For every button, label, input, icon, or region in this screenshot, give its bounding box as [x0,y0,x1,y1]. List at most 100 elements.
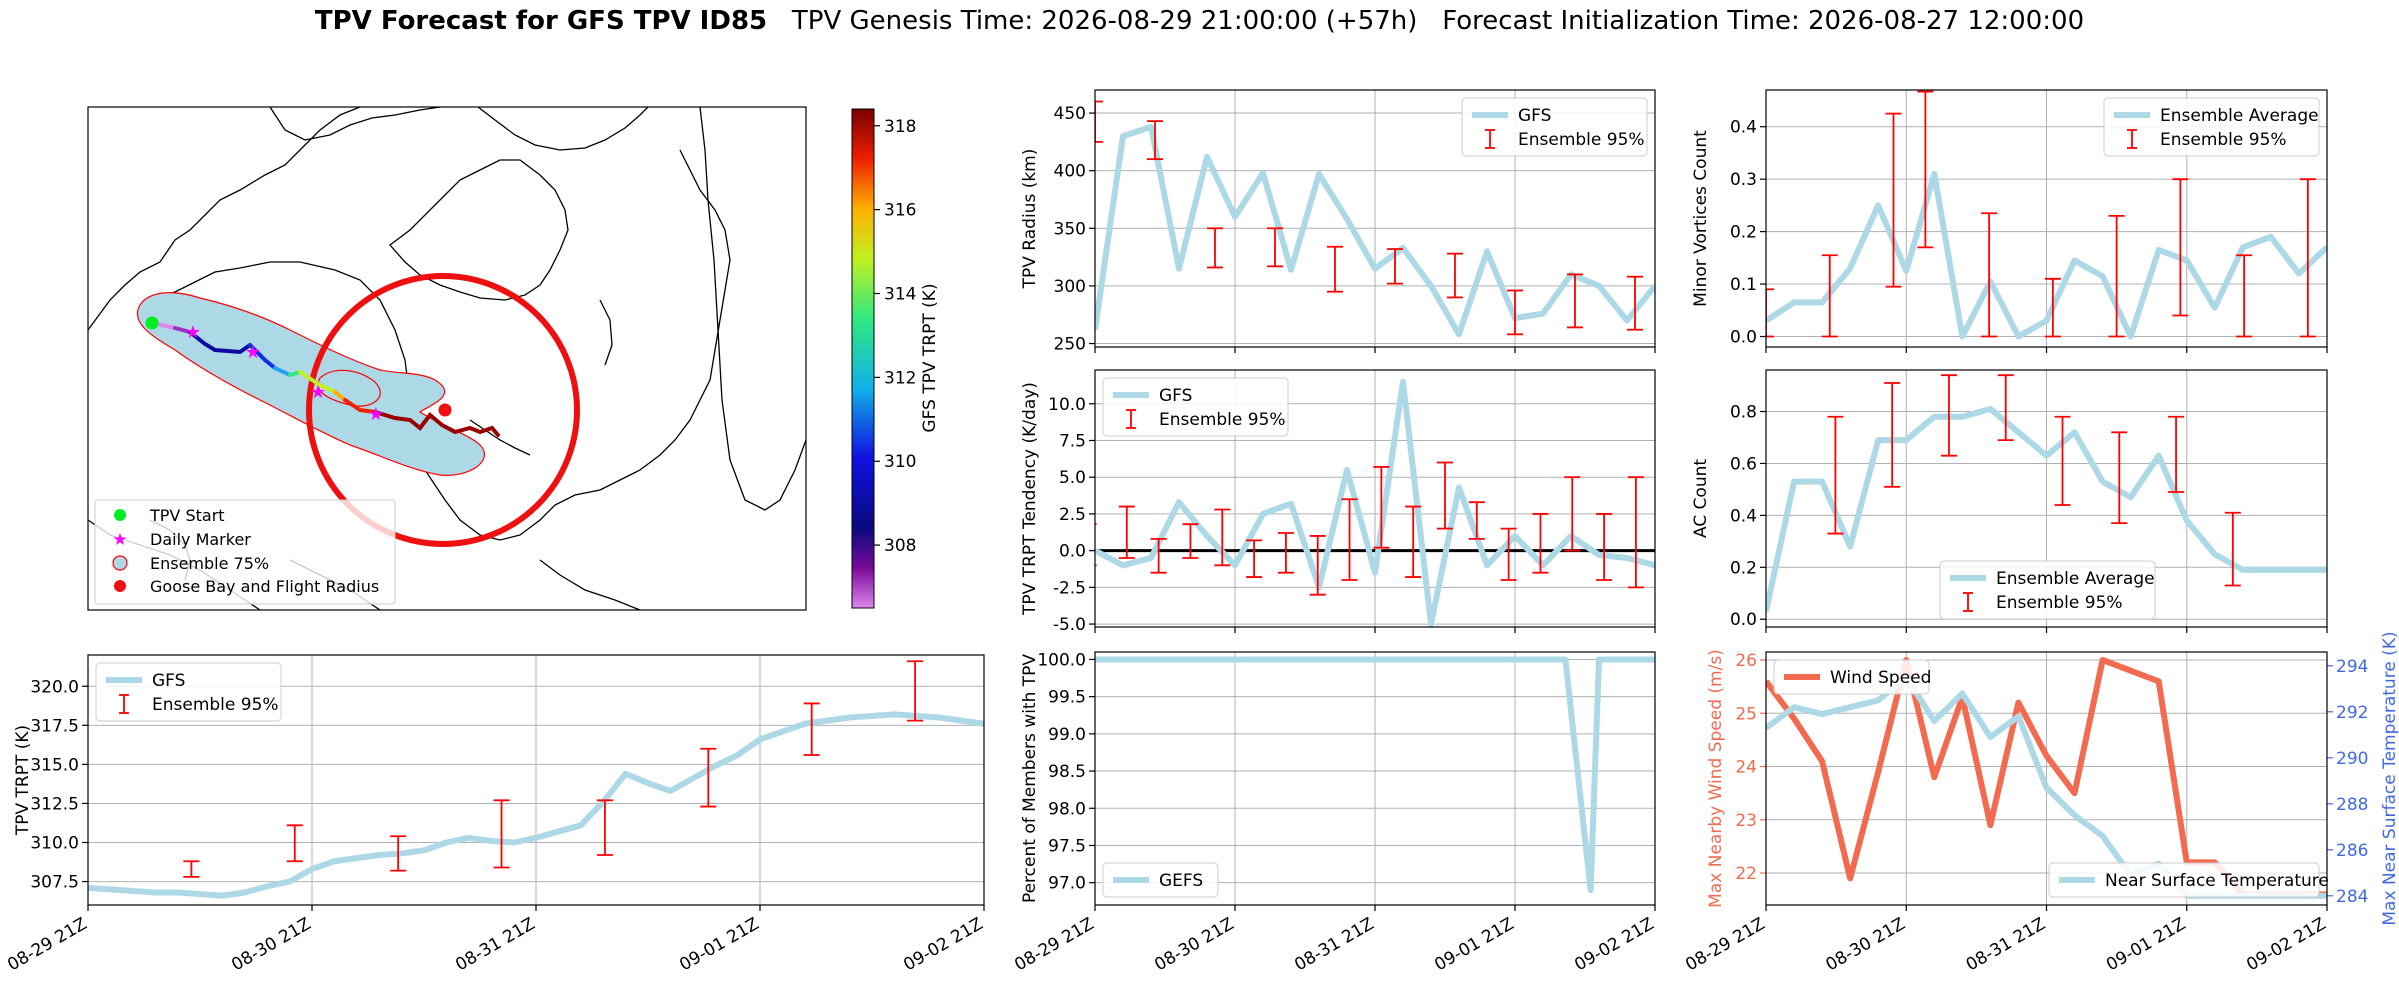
xtick-label-trpt-0: 08-29 21Z [4,914,90,975]
errorbar [1827,415,1844,535]
legend-label-ac-0: Ensemble Average [1996,569,2155,589]
errorbar [1277,532,1294,574]
legend-goosebay-marker [114,580,126,592]
legend-box [1102,377,1289,437]
xticks-trpt: 08-29 21Z 08-30 21Z 08-31 21Z 09-01 21Z 09-0… [4,905,987,975]
ytick2-label-5: 294 [2336,657,2368,677]
legend-ens75-marker [112,555,128,571]
ytick-label-percent-2: 98.0 [1048,799,1086,819]
ytick-label-percent-0: 97.0 [1048,874,1086,894]
xtick-label-trpt-2: 08-31 21Z [452,914,538,975]
ytick-label-tendency-0: -5.0 [1053,615,1086,635]
xtick-label-wind-0: 08-29 21Z [1682,914,1768,975]
frame-minor [1765,89,2328,348]
xticks-percent: 08-29 21Z 08-30 21Z 08-31 21Z 09-01 21Z 09-0… [1011,905,1658,975]
xticks-minor [1765,347,2328,353]
ylabel-radius: TPV Radius (km) [1020,149,1040,290]
errorbar [1373,466,1390,549]
errorbar [2224,511,2241,587]
legend-label-radius-0: GFS [1518,106,1551,126]
colorbar-tick-label-2: 312 [884,368,916,388]
svg-text:★: ★ [245,342,261,363]
colorbar-tick-label-4: 316 [884,201,916,221]
plot-ac [1766,374,2327,613]
errorbar [1532,513,1549,574]
ytick-label-wind-1: 23 [1735,811,1757,831]
svg-text:★: ★ [310,382,326,403]
xtick-label-percent-1: 08-30 21Z [1151,914,1237,975]
legend-goosebay-label: Goose Bay and Flight Radius [150,577,379,596]
frame-tendency [1094,369,1656,628]
legend-label-wind-0: Wind Speed [1830,668,1931,688]
plot-minor [1766,90,2327,340]
ytick2-label-4: 292 [2336,703,2368,723]
plot-percent [1095,656,1655,894]
errorbar [803,702,820,756]
colorbar-tick-label-3: 314 [884,285,916,305]
ytick2-label-2: 288 [2336,795,2368,815]
errorbar [700,747,717,808]
xticks-tendency [1094,627,1656,633]
ytick-label-ac-3: 0.6 [1730,454,1757,474]
yticks-tendency: -5.0 -2.5 0.0 2.5 5.0 7.5 10.0 [1048,395,1095,635]
ytick-label-tendency-3: 2.5 [1059,505,1086,525]
errorbar [1267,227,1283,268]
ensemble-75-lobe [317,369,381,407]
errorbar [493,799,510,869]
errorbar [1564,476,1581,552]
legend-radius: GFS Ensemble 95% [1461,97,1648,157]
errorbar [1182,523,1199,559]
legend-box [1939,560,2156,620]
errorbar [2236,254,2253,338]
ylabel-percent: Percent of Members with TPV [1020,654,1040,903]
ytick-label-radius-0: 250 [1054,335,1086,355]
frame-trpt [87,654,985,906]
xtick-label-wind-4: 09-02 21Z [2243,914,2329,975]
ytick-label-tendency-5: 7.5 [1059,431,1086,451]
errorbar [183,860,200,878]
legend-wind: Near Surface Temperature [2048,862,2329,898]
errorbar [907,660,924,722]
ytick-label-trpt-0: 307.5 [30,873,79,893]
ytick-label-minor-3: 0.3 [1730,170,1757,190]
xtick-label-percent-3: 09-01 21Z [1431,914,1517,975]
errorbar [1766,288,1774,338]
legend-minor: Ensemble Average Ensemble 95% [2103,97,2320,157]
series-minor [1766,170,2327,340]
errorbar [1500,527,1517,581]
errorbar [2299,178,2316,338]
legend-box [1102,862,1219,898]
track-map: ★ ★ ★ ★ TPV Start ★ Daily Marker Ensembl… [87,106,940,611]
ytick2-label-1: 286 [2336,841,2368,861]
ytick-label-wind-4: 26 [1735,651,1757,671]
legend-ac: Ensemble Average Ensemble 95% [1939,560,2156,620]
flight-radius-circle [306,273,580,547]
ytick-label-tendency-2: 0.0 [1059,542,1086,562]
errorbar [1917,90,1934,249]
ylabel2-wind: Max Near Surface Temperature (K) [2380,631,2399,925]
xtick-label-percent-0: 08-29 21Z [1011,914,1097,975]
colorbar-tick-label-5: 318 [884,117,916,137]
legend-label-minor-0: Ensemble Average [2160,106,2319,126]
errorbar [1387,248,1403,285]
xtick-label-wind-3: 09-01 21Z [2103,914,2189,975]
errorbar [390,835,407,872]
ytick2-label-0: 284 [2336,887,2368,907]
panel-radius: 250 300 350 400 450 TPV Radius (km) [1020,89,1656,355]
xticks-ac [1765,627,2328,633]
errorbar [1405,505,1422,578]
panel-ac: 0.0 0.2 0.4 0.6 0.8 AC Count [1691,369,2328,633]
errorbar [1095,100,1103,143]
ytick-label-percent-1: 97.5 [1048,836,1086,856]
yticks2-wind: 284 286 288 290 292 294 [2327,657,2368,907]
tpv-start-marker [145,316,159,330]
legend-daily-marker: ★ [112,530,127,550]
errorbar [1940,374,1957,457]
yticks-trpt: 307.5 310.0 312.5 315.0 317.5 320.0 [30,677,88,893]
ytick-label-wind-0: 22 [1735,864,1757,884]
legend-label-radius-1: Ensemble 95% [1518,130,1645,150]
series-percent [1095,656,1655,894]
legend-label-ac-1: Ensemble 95% [1996,593,2123,613]
xtick-label-wind-1: 08-30 21Z [1822,914,1908,975]
